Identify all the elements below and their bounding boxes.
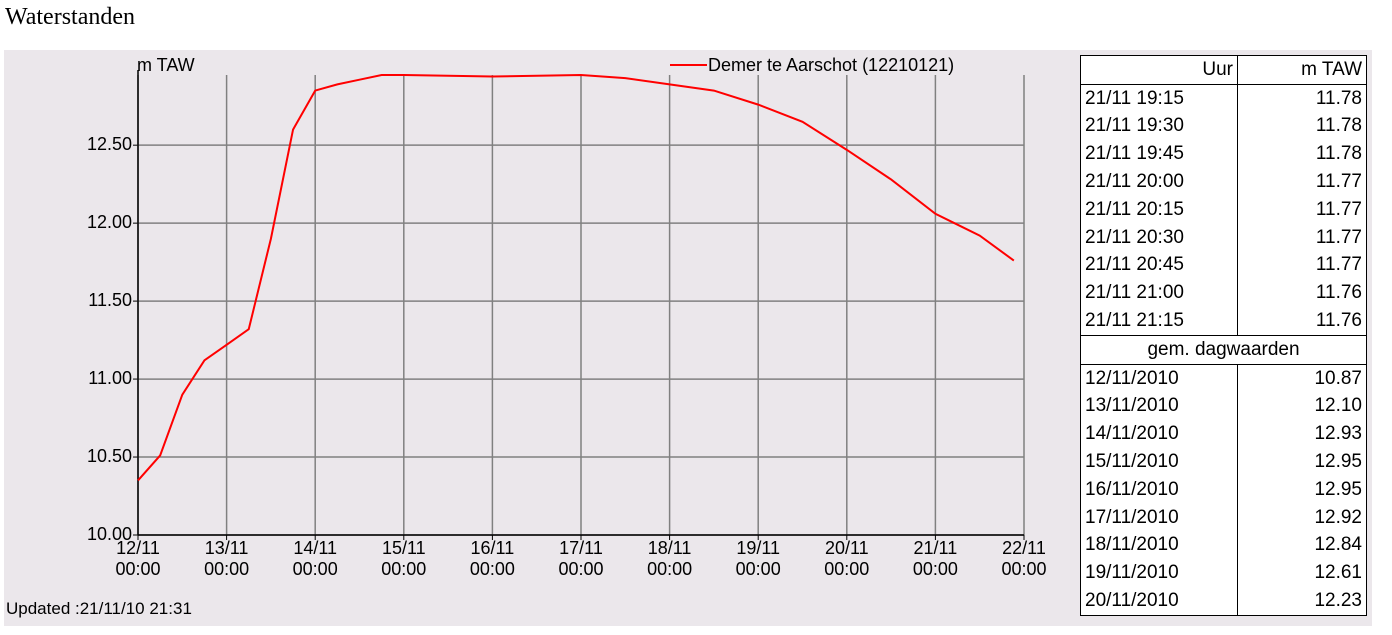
x-tick-label: 13/11 00:00 — [204, 538, 250, 579]
table-cell: 21/11 20:45 — [1080, 251, 1238, 280]
table-cell: 11.78 — [1237, 112, 1367, 141]
table-row: 18/11/2010 12.84 — [1080, 531, 1367, 560]
table-row: 12/11/2010 10.87 — [1080, 364, 1367, 393]
table-row: 21/11 21:00 11.76 — [1080, 279, 1367, 308]
table-cell: 12.93 — [1237, 420, 1367, 449]
x-tick-label: 15/11 00:00 — [381, 538, 427, 579]
table-row: 21/11 19:30 11.78 — [1080, 112, 1367, 141]
table-cell: 11.77 — [1237, 195, 1367, 224]
table-cell: 12.95 — [1237, 475, 1367, 504]
table-cell: 12.23 — [1237, 587, 1367, 616]
x-tick-label: 17/11 00:00 — [558, 538, 604, 579]
y-tick-label: 11.50 — [88, 290, 132, 310]
table-cell: 12/11/2010 — [1080, 364, 1238, 393]
table-cell: 19/11/2010 — [1080, 559, 1238, 588]
table-row: 21/11 20:45 11.77 — [1080, 251, 1367, 280]
table-cell: gem. dagwaarden — [1080, 334, 1367, 365]
updated-text: Updated :21/11/10 21:31 — [6, 599, 192, 618]
y-axis-label: m TAW — [137, 55, 195, 75]
table-cell: m TAW — [1237, 55, 1367, 85]
table-cell: 11.77 — [1237, 223, 1367, 252]
table-cell: 12.84 — [1237, 531, 1367, 560]
x-tick-label: 12/11 00:00 — [115, 538, 161, 579]
table-row: Uur m TAW — [1080, 55, 1367, 85]
table-row: 21/11 20:00 11.77 — [1080, 168, 1367, 196]
y-tick-label: 10.00 — [87, 524, 132, 544]
table-cell: 18/11/2010 — [1080, 531, 1238, 560]
x-tick-label: 19/11 00:00 — [735, 538, 781, 579]
table-cell: 11.77 — [1237, 168, 1367, 196]
table-row: 15/11/2010 12.95 — [1080, 448, 1367, 476]
table: Uur m TAW 21/11 19:15 11.78 21/11 19:30 11.78… — [1080, 55, 1367, 616]
page-title: Waterstanden — [5, 4, 136, 30]
table-cell: 12.92 — [1237, 503, 1367, 532]
table-cell: 21/11 19:15 — [1080, 84, 1238, 113]
table-row: gem. dagwaarden — [1080, 334, 1367, 365]
x-tick-label: 16/11 00:00 — [469, 538, 515, 579]
table-cell: 12.10 — [1237, 392, 1367, 421]
table-cell: 11.76 — [1237, 307, 1367, 336]
table-cell: 11.76 — [1237, 279, 1367, 308]
table-row: 16/11/2010 12.95 — [1080, 475, 1367, 504]
x-tick-label: 21/11 00:00 — [912, 538, 958, 579]
table-row: 21/11 19:45 11.78 — [1080, 140, 1367, 169]
table-row: 13/11/2010 12.10 — [1080, 392, 1367, 421]
table-cell: 11.77 — [1237, 251, 1367, 280]
table-row: 21/11 20:15 11.77 — [1080, 195, 1367, 224]
table-cell: 21/11 19:30 — [1080, 112, 1238, 141]
table-cell: 10.87 — [1237, 364, 1367, 393]
table-cell: 11.78 — [1237, 84, 1367, 113]
y-tick-label: 10.50 — [87, 446, 132, 466]
table-cell: 21/11 21:00 — [1080, 279, 1238, 308]
table-cell: 21/11 20:15 — [1080, 195, 1238, 224]
x-tick-label: 20/11 00:00 — [824, 538, 870, 579]
table-row: 21/11 20:30 11.77 — [1080, 223, 1367, 252]
table-cell: 15/11/2010 — [1080, 448, 1238, 476]
table-row: 21/11 21:15 11.76 — [1080, 307, 1367, 336]
y-tick-label: 12.00 — [87, 212, 132, 232]
table-cell: Uur — [1080, 55, 1238, 85]
table-cell: 13/11/2010 — [1080, 392, 1238, 421]
table-cell: 12.61 — [1237, 559, 1367, 588]
table-cell: 20/11/2010 — [1080, 587, 1238, 616]
table-cell: 21/11 19:45 — [1080, 140, 1238, 169]
table-row: 21/11 19:15 11.78 — [1080, 84, 1367, 113]
y-tick-label: 11.00 — [88, 368, 132, 388]
x-tick-label: 22/11 00:00 — [1001, 538, 1047, 579]
table-cell: 17/11/2010 — [1080, 503, 1238, 532]
table-cell: 11.78 — [1237, 140, 1367, 169]
table-row: 17/11/2010 12.92 — [1080, 503, 1367, 532]
table-cell: 12.95 — [1237, 448, 1367, 476]
table-cell: 14/11/2010 — [1080, 420, 1238, 449]
table-cell: 16/11/2010 — [1080, 475, 1238, 504]
x-tick-label: 14/11 00:00 — [292, 538, 338, 579]
table-row: 19/11/2010 12.61 — [1080, 559, 1367, 588]
table-row: 20/11/2010 12.23 — [1080, 587, 1367, 616]
data-line — [137, 73, 1015, 482]
table-cell: 21/11 20:00 — [1080, 168, 1238, 196]
table-cell: 21/11 21:15 — [1080, 307, 1238, 336]
table-row: 14/11/2010 12.93 — [1080, 420, 1367, 449]
table-cell: 21/11 20:30 — [1080, 223, 1238, 252]
x-tick-label: 18/11 00:00 — [647, 538, 693, 579]
legend-label: Demer te Aarschot (12210121) — [708, 55, 954, 75]
y-tick-label: 12.50 — [87, 134, 132, 154]
